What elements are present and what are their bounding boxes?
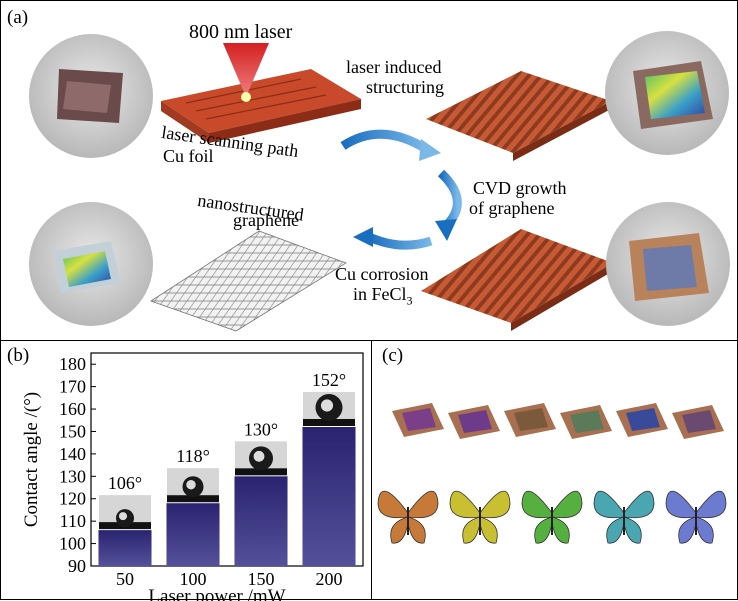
butterfly-right-hindwing xyxy=(407,516,426,544)
butterfly-left-forewing xyxy=(449,490,481,519)
graphene-label: graphene xyxy=(233,210,299,230)
y-tick-label: 160 xyxy=(59,399,86,419)
butterfly-left-hindwing xyxy=(606,516,625,544)
butterfly-4 xyxy=(593,490,655,544)
laser-induced-label: laser induced xyxy=(346,57,442,77)
y-tick-label: 140 xyxy=(59,444,86,464)
data-label-100: 118° xyxy=(176,446,210,466)
fecl-subscript: 3 xyxy=(406,293,413,308)
panel-b-letter: (b) xyxy=(7,345,30,366)
y-tick-label: 110 xyxy=(60,511,86,531)
droplet-highlight xyxy=(186,479,196,490)
x-axis-label: Laser power /mW xyxy=(148,586,285,601)
data-label-50: 106° xyxy=(108,473,142,493)
structured-cu-slab xyxy=(426,71,611,161)
butterfly-left-hindwing xyxy=(390,516,409,544)
bar-100 xyxy=(166,503,220,566)
butterfly-left-hindwing xyxy=(462,516,481,544)
photo-structured-circle xyxy=(605,31,729,155)
butterfly-left-forewing xyxy=(593,490,625,519)
sample-1-film xyxy=(402,408,436,431)
droplet-substrate xyxy=(303,418,355,426)
cvd-growth-label: CVD growth xyxy=(473,178,567,198)
butterfly-left-forewing xyxy=(665,490,697,519)
in-fecl3-label: in FeCl3 xyxy=(353,285,413,310)
butterfly-right-forewing xyxy=(623,490,655,519)
y-axis-label: Contact angle /(°) xyxy=(21,392,42,527)
butterfly-right-hindwing xyxy=(695,516,714,544)
contact-angle-chart: 90100110120130140150160170180106°50118°1… xyxy=(21,352,364,601)
cvd-graphene-slab xyxy=(421,229,613,331)
panel-c-letter: (c) xyxy=(382,345,404,366)
data-label-150: 130° xyxy=(244,419,278,439)
droplet-highlight xyxy=(320,399,334,412)
sample-4-film xyxy=(570,410,604,433)
sample-3-film xyxy=(514,408,548,431)
laser-beam xyxy=(223,43,269,102)
cu-foil-slab xyxy=(161,69,361,143)
in-fecl-text: in FeCl xyxy=(353,284,407,304)
y-tick-label: 170 xyxy=(59,377,86,397)
cu-foil-label: Cu foil xyxy=(163,146,214,166)
structuring-label: structuring xyxy=(366,77,444,97)
bar-200 xyxy=(302,426,356,566)
panel-a: (a) xyxy=(0,0,738,341)
droplet-substrate xyxy=(167,495,219,503)
photo-cu-foil-circle xyxy=(29,34,153,158)
y-tick-label: 90 xyxy=(68,556,86,576)
butterfly-3 xyxy=(521,490,583,544)
nanostructured-graphene-mesh xyxy=(150,230,347,332)
butterfly-right-forewing xyxy=(479,490,511,519)
panel-a-letter: (a) xyxy=(7,7,29,28)
data-label-200: 152° xyxy=(312,370,346,390)
laser-label: 800 nm laser xyxy=(189,21,293,43)
colored-samples-photo xyxy=(377,403,727,544)
x-tick-label-150: 150 xyxy=(248,569,275,589)
panel-b: (b) 90 100 110 120 130 140 150 160 170 180 106° 50 1… xyxy=(0,340,372,601)
butterfly-right-hindwing xyxy=(479,516,498,544)
of-graphene-label: of graphene xyxy=(469,198,555,218)
butterfly-right-forewing xyxy=(407,490,439,519)
plot-frame xyxy=(90,352,364,567)
y-tick-label: 150 xyxy=(59,421,86,441)
butterfly-left-forewing xyxy=(521,490,553,519)
sample-2-film xyxy=(458,410,492,433)
butterfly-right-hindwing xyxy=(551,516,570,544)
sample-5-film xyxy=(626,408,660,431)
butterfly-left-hindwing xyxy=(534,516,553,544)
panel-a-illustration xyxy=(29,31,730,332)
droplet-highlight xyxy=(118,512,128,521)
panel-c: (c) xyxy=(371,340,738,600)
y-tick-label: 100 xyxy=(59,534,86,554)
x-tick-label-50: 50 xyxy=(116,569,134,589)
photo-graphene-transfer-circle xyxy=(29,202,153,326)
y-tick-label: 120 xyxy=(59,489,86,509)
butterfly-5 xyxy=(665,490,727,544)
y-tick-label: 180 xyxy=(59,354,86,374)
cu-corrosion-label: Cu corrosion xyxy=(335,264,429,284)
butterfly-left-forewing xyxy=(377,490,409,519)
butterfly-1 xyxy=(377,490,439,544)
droplet-substrate xyxy=(235,468,287,476)
butterfly-right-hindwing xyxy=(623,516,642,544)
butterfly-2 xyxy=(449,490,511,544)
x-tick-label-200: 200 xyxy=(316,569,343,589)
bar-50 xyxy=(98,530,152,566)
droplet-highlight xyxy=(253,450,265,462)
x-tick-label-100: 100 xyxy=(180,569,207,589)
butterfly-left-hindwing xyxy=(678,516,697,544)
sample-6-film xyxy=(682,410,716,433)
butterfly-right-forewing xyxy=(551,490,583,519)
photo-graphene-on-cu-circle xyxy=(606,202,730,326)
process-arrows xyxy=(340,129,462,250)
y-tick-label: 130 xyxy=(59,466,86,486)
bar-150 xyxy=(234,476,288,566)
butterfly-right-forewing xyxy=(695,490,727,519)
